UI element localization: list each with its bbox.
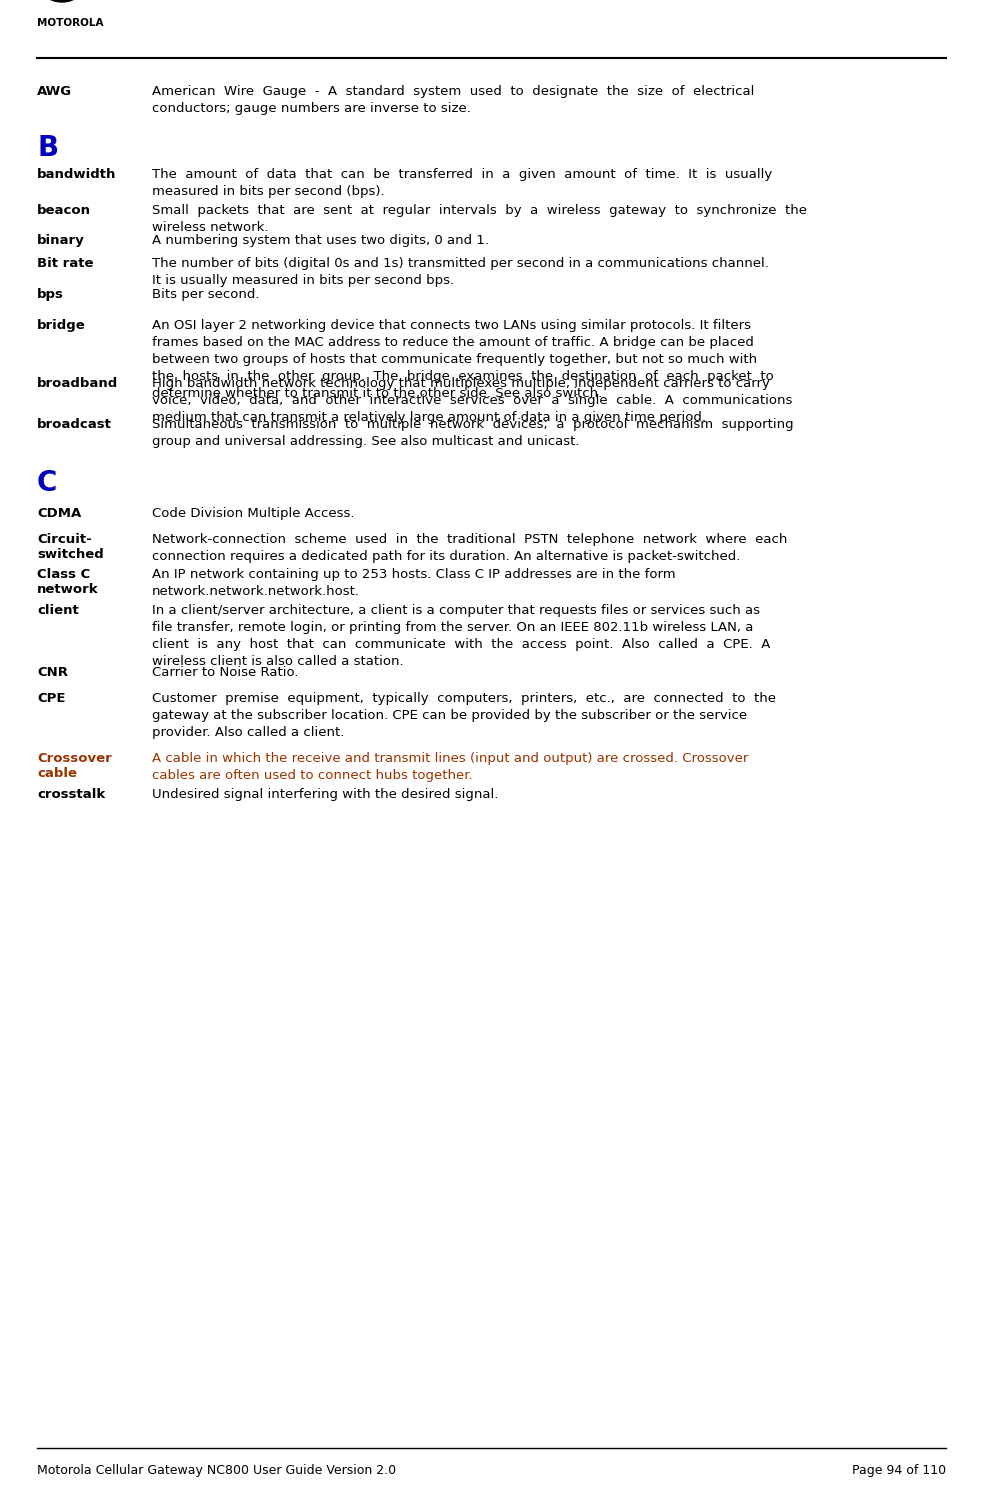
Text: Class C
network: Class C network xyxy=(37,568,98,596)
Text: client: client xyxy=(37,604,79,617)
Text: B: B xyxy=(37,134,58,163)
Text: Circuit-
switched: Circuit- switched xyxy=(37,533,104,562)
Text: Simultaneous  transmission  to  multiple  network  devices;  a  protocol  mechan: Simultaneous transmission to multiple ne… xyxy=(152,419,793,447)
Text: broadcast: broadcast xyxy=(37,419,112,431)
Text: The  amount  of  data  that  can  be  transferred  in  a  given  amount  of  tim: The amount of data that can be transferr… xyxy=(152,169,773,197)
Text: Small  packets  that  are  sent  at  regular  intervals  by  a  wireless  gatewa: Small packets that are sent at regular i… xyxy=(152,203,807,233)
Text: broadband: broadband xyxy=(37,376,118,390)
Text: CDMA: CDMA xyxy=(37,508,82,520)
Text: beacon: beacon xyxy=(37,203,91,217)
Text: CNR: CNR xyxy=(37,666,68,679)
Ellipse shape xyxy=(36,0,88,2)
Text: In a client/server architecture, a client is a computer that requests files or s: In a client/server architecture, a clien… xyxy=(152,604,771,669)
Text: crosstalk: crosstalk xyxy=(37,788,105,801)
Text: binary: binary xyxy=(37,233,85,247)
Text: Network-connection  scheme  used  in  the  traditional  PSTN  telephone  network: Network-connection scheme used in the tr… xyxy=(152,533,787,563)
Text: Bits per second.: Bits per second. xyxy=(152,288,260,301)
Text: Bit rate: Bit rate xyxy=(37,258,93,270)
Text: C: C xyxy=(37,468,57,497)
Text: Customer  premise  equipment,  typically  computers,  printers,  etc.,  are  con: Customer premise equipment, typically co… xyxy=(152,691,776,739)
Text: A cable in which the receive and transmit lines (input and output) are crossed. : A cable in which the receive and transmi… xyxy=(152,751,748,782)
Text: MOTOROLA: MOTOROLA xyxy=(37,18,103,29)
Text: Code Division Multiple Access.: Code Division Multiple Access. xyxy=(152,508,355,520)
Text: The number of bits (digital 0s and 1s) transmitted per second in a communication: The number of bits (digital 0s and 1s) t… xyxy=(152,258,769,288)
Text: bandwidth: bandwidth xyxy=(37,169,116,181)
Text: bps: bps xyxy=(37,288,64,301)
Text: Undesired signal interfering with the desired signal.: Undesired signal interfering with the de… xyxy=(152,788,498,801)
Text: American  Wire  Gauge  -  A  standard  system  used  to  designate  the  size  o: American Wire Gauge - A standard system … xyxy=(152,84,754,114)
Text: Motorola Cellular Gateway NC800 User Guide Version 2.0: Motorola Cellular Gateway NC800 User Gui… xyxy=(37,1464,396,1477)
Text: Page 94 of 110: Page 94 of 110 xyxy=(852,1464,946,1477)
Text: bridge: bridge xyxy=(37,319,86,331)
Text: CPE: CPE xyxy=(37,691,66,705)
Text: AWG: AWG xyxy=(37,84,72,98)
Text: High bandwidth network technology that multiplexes multiple, independent carrier: High bandwidth network technology that m… xyxy=(152,376,792,425)
Text: An OSI layer 2 networking device that connects two LANs using similar protocols.: An OSI layer 2 networking device that co… xyxy=(152,319,774,401)
Text: An IP network containing up to 253 hosts. Class C IP addresses are in the form
n: An IP network containing up to 253 hosts… xyxy=(152,568,675,598)
Text: A numbering system that uses two digits, 0 and 1.: A numbering system that uses two digits,… xyxy=(152,233,489,247)
Text: Carrier to Noise Ratio.: Carrier to Noise Ratio. xyxy=(152,666,299,679)
Text: Crossover
cable: Crossover cable xyxy=(37,751,112,780)
